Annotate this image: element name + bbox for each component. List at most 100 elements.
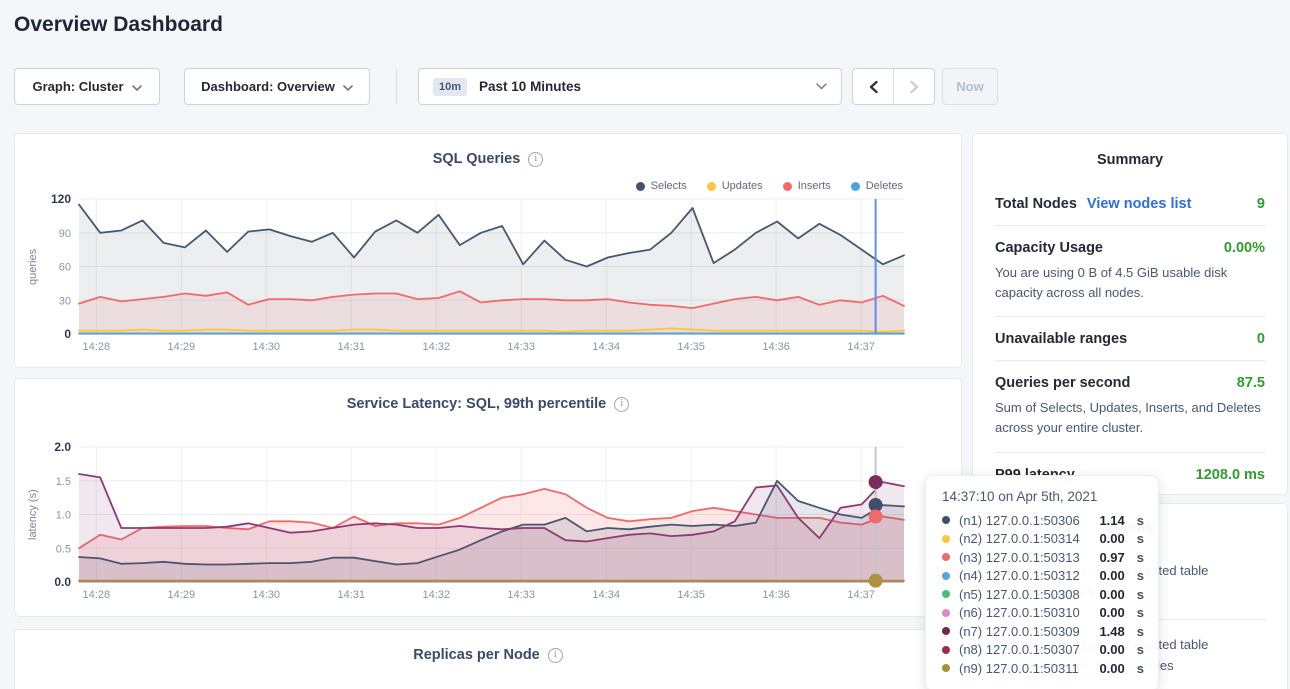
info-icon[interactable]: i [548, 648, 563, 663]
series-dot-icon [942, 627, 950, 635]
now-button[interactable]: Now [942, 68, 998, 105]
info-icon[interactable]: i [614, 397, 629, 412]
overview-dashboard-page: Overview Dashboard Graph: Cluster Dashbo… [0, 0, 1290, 689]
tooltip-node-row: (n9) 127.0.0.1:503110.00s [942, 659, 1144, 678]
tooltip-node-unit: s [1137, 568, 1144, 583]
summary-unavailable-ranges: Unavailable ranges 0 [995, 316, 1265, 360]
tooltip-node-value: 0.00 [1099, 587, 1124, 602]
graph-dropdown-label: Graph: Cluster [32, 79, 123, 94]
tooltip-rows: (n1) 127.0.0.1:50306 1.14 s (n2) 127.0.0.1:… [942, 511, 1144, 678]
tooltip-node-value: 1.48 [1099, 624, 1124, 639]
series-dot-icon [942, 590, 950, 598]
svg-text:14:34: 14:34 [592, 341, 620, 353]
svg-text:14:37: 14:37 [847, 341, 875, 353]
svg-text:14:31: 14:31 [337, 589, 365, 601]
time-step-forward-button[interactable] [893, 69, 934, 104]
unavailable-ranges-label: Unavailable ranges [995, 331, 1127, 347]
svg-text:14:33: 14:33 [507, 341, 535, 353]
svg-text:14:36: 14:36 [762, 589, 790, 601]
dashboard-dropdown[interactable]: Dashboard: Overview [184, 68, 370, 105]
tooltip-node-unit: s [1137, 661, 1144, 676]
svg-text:14:29: 14:29 [168, 589, 196, 601]
capacity-value: 0.00% [1224, 240, 1265, 256]
chevron-down-icon [132, 79, 142, 94]
chevron-left-icon [868, 80, 879, 94]
latency-chart-svg: 14:2814:2914:3014:3114:3214:3314:3414:35… [15, 439, 961, 604]
time-step-buttons [852, 68, 935, 105]
sql-queries-header: SQL Queries i [15, 134, 961, 167]
qps-description: Sum of Selects, Updates, Inserts, and De… [995, 391, 1265, 438]
series-dot-icon [942, 516, 950, 524]
tooltip-node-unit: s [1137, 531, 1144, 546]
svg-text:30: 30 [59, 295, 71, 307]
tooltip-node-value: 1.14 [1099, 513, 1124, 528]
svg-text:0.5: 0.5 [56, 543, 71, 555]
svg-text:1.0: 1.0 [56, 510, 71, 522]
service-latency-chart[interactable]: latency (s) 14:2814:2914:3014:3114:3214:… [15, 439, 961, 604]
tooltip-node-label: (n5) 127.0.0.1:50308 [959, 587, 1080, 602]
tooltip-node-label: (n2) 127.0.0.1:50314 [959, 531, 1080, 546]
tooltip-node-unit: s [1137, 513, 1144, 528]
y-axis-unit-label: queries [27, 199, 39, 334]
tooltip-node-value: 0.00 [1099, 531, 1124, 546]
service-latency-title: Service Latency: SQL, 99th percentile [347, 396, 607, 412]
svg-text:14:28: 14:28 [83, 589, 111, 601]
series-dot-icon [942, 646, 950, 654]
series-dot-icon [942, 609, 950, 617]
legend-dot-icon [783, 182, 792, 191]
service-latency-card: Service Latency: SQL, 99th percentile i … [14, 378, 962, 617]
chevron-right-icon [909, 80, 920, 94]
tooltip-node-unit: s [1137, 624, 1144, 639]
svg-text:14:34: 14:34 [592, 589, 620, 601]
dashboard-dropdown-label: Dashboard: Overview [201, 79, 335, 94]
svg-text:1.5: 1.5 [56, 476, 71, 488]
replicas-per-node-card: Replicas per Node i [14, 629, 962, 689]
sql-queries-title: SQL Queries [433, 151, 521, 167]
tooltip-node-unit: s [1137, 550, 1144, 565]
tooltip-node-row: (n1) 127.0.0.1:50306 1.14 s [942, 511, 1144, 530]
tooltip-node-row: (n3) 127.0.0.1:503130.97s [942, 548, 1144, 567]
total-nodes-value: 9 [1257, 196, 1265, 212]
svg-text:14:30: 14:30 [253, 341, 281, 353]
replicas-title: Replicas per Node [413, 647, 540, 663]
toolbar: Graph: Cluster Dashboard: Overview 10m P… [0, 68, 1290, 105]
tooltip-node-label: (n6) 127.0.0.1:50310 [959, 605, 1080, 620]
qps-label: Queries per second [995, 375, 1130, 391]
svg-text:14:33: 14:33 [507, 589, 535, 601]
tooltip-node-label: (n4) 127.0.0.1:50312 [959, 568, 1080, 583]
svg-text:14:29: 14:29 [168, 341, 196, 353]
capacity-description: You are using 0 B of 4.5 GiB usable disk… [995, 256, 1265, 303]
sql-queries-chart[interactable]: queries 14:2814:2914:3014:3114:3214:3314… [15, 191, 961, 356]
tooltip-node-value: 0.00 [1099, 661, 1124, 676]
graph-dropdown[interactable]: Graph: Cluster [14, 68, 160, 105]
chevron-down-icon [816, 83, 827, 90]
svg-text:90: 90 [59, 228, 71, 240]
tooltip-node-row: (n5) 127.0.0.1:503080.00s [942, 585, 1144, 604]
capacity-label: Capacity Usage [995, 240, 1103, 256]
series-dot-icon [942, 664, 950, 672]
series-dot-icon [942, 553, 950, 561]
tooltip-node-value: 0.00 [1099, 568, 1124, 583]
tooltip-node-row: (n7) 127.0.0.1:50309 1.48 s [942, 622, 1144, 641]
svg-text:14:37: 14:37 [847, 589, 875, 601]
svg-text:14:30: 14:30 [253, 589, 281, 601]
tooltip-node-label: (n8) 127.0.0.1:50307 [959, 642, 1080, 657]
time-step-back-button[interactable] [853, 69, 893, 104]
svg-text:14:35: 14:35 [677, 589, 705, 601]
legend-dot-icon [707, 182, 716, 191]
series-dot-icon [942, 535, 950, 543]
summary-title: Summary [995, 152, 1265, 182]
sql-queries-card: SQL Queries i SelectsUpdatesInsertsDelet… [14, 133, 962, 368]
replicas-header: Replicas per Node i [15, 630, 961, 663]
svg-text:14:35: 14:35 [677, 341, 705, 353]
qps-value: 87.5 [1237, 375, 1265, 391]
time-range-dropdown[interactable]: 10m Past 10 Minutes [418, 68, 842, 105]
svg-text:0: 0 [64, 327, 71, 341]
toolbar-divider [396, 69, 397, 104]
tooltip-node-label: (n7) 127.0.0.1:50309 [959, 624, 1080, 639]
p99-latency-value: 1208.0 ms [1196, 467, 1265, 483]
view-nodes-list-link[interactable]: View nodes list [1087, 196, 1192, 212]
tooltip-node-row: (n4) 127.0.0.1:50312 0.00 s [942, 567, 1144, 586]
tooltip-node-label: (n1) 127.0.0.1:50306 [959, 513, 1080, 528]
info-icon[interactable]: i [528, 152, 543, 167]
